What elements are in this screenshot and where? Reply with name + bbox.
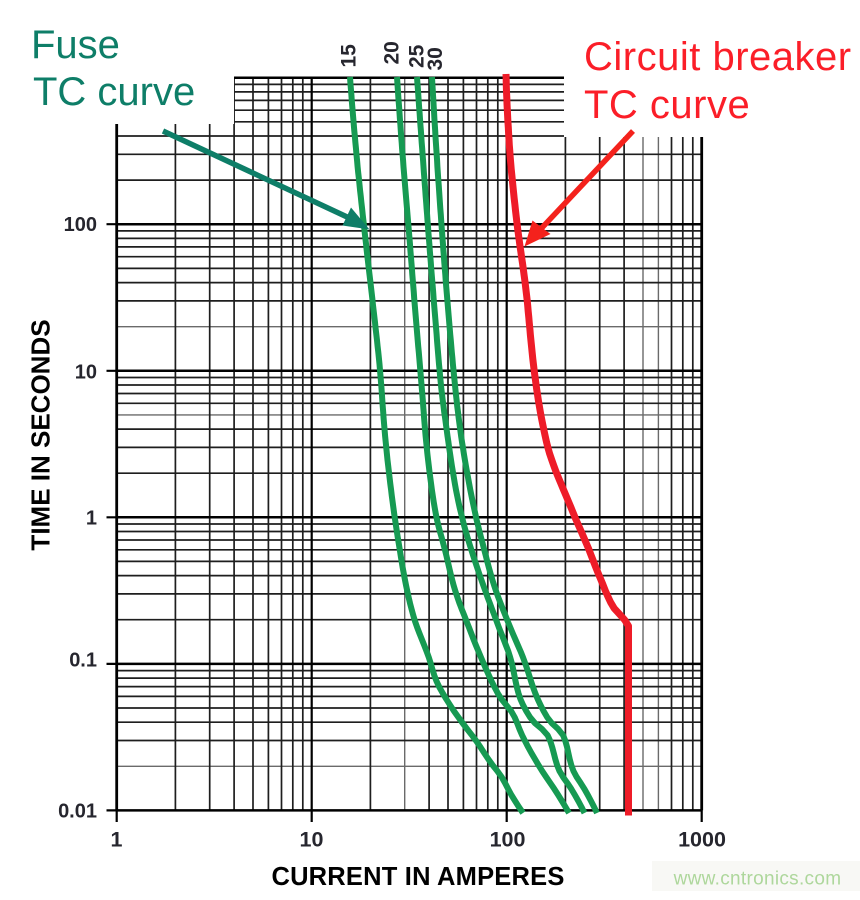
svg-text:100: 100 (490, 828, 526, 852)
svg-text:www.cntronics.com: www.cntronics.com (673, 869, 842, 890)
svg-text:10: 10 (300, 828, 324, 852)
svg-text:25: 25 (406, 44, 429, 68)
svg-text:TC curve: TC curve (584, 83, 750, 127)
svg-text:20: 20 (381, 41, 404, 64)
svg-text:15: 15 (338, 44, 361, 68)
svg-text:TC curve: TC curve (33, 70, 195, 114)
svg-text:Fuse: Fuse (31, 23, 120, 67)
svg-text:CURRENT IN AMPERES: CURRENT IN AMPERES (271, 863, 564, 891)
svg-text:Circuit breaker: Circuit breaker (584, 35, 852, 79)
svg-text:0.1: 0.1 (69, 650, 97, 672)
svg-text:100: 100 (64, 214, 97, 236)
svg-text:1: 1 (111, 828, 123, 852)
svg-text:10: 10 (75, 362, 97, 384)
svg-text:30: 30 (424, 47, 447, 70)
svg-text:1000: 1000 (678, 828, 726, 852)
svg-text:TIME IN SECONDS: TIME IN SECONDS (26, 319, 56, 550)
svg-text:0.01: 0.01 (58, 801, 97, 823)
svg-text:1: 1 (86, 508, 97, 530)
